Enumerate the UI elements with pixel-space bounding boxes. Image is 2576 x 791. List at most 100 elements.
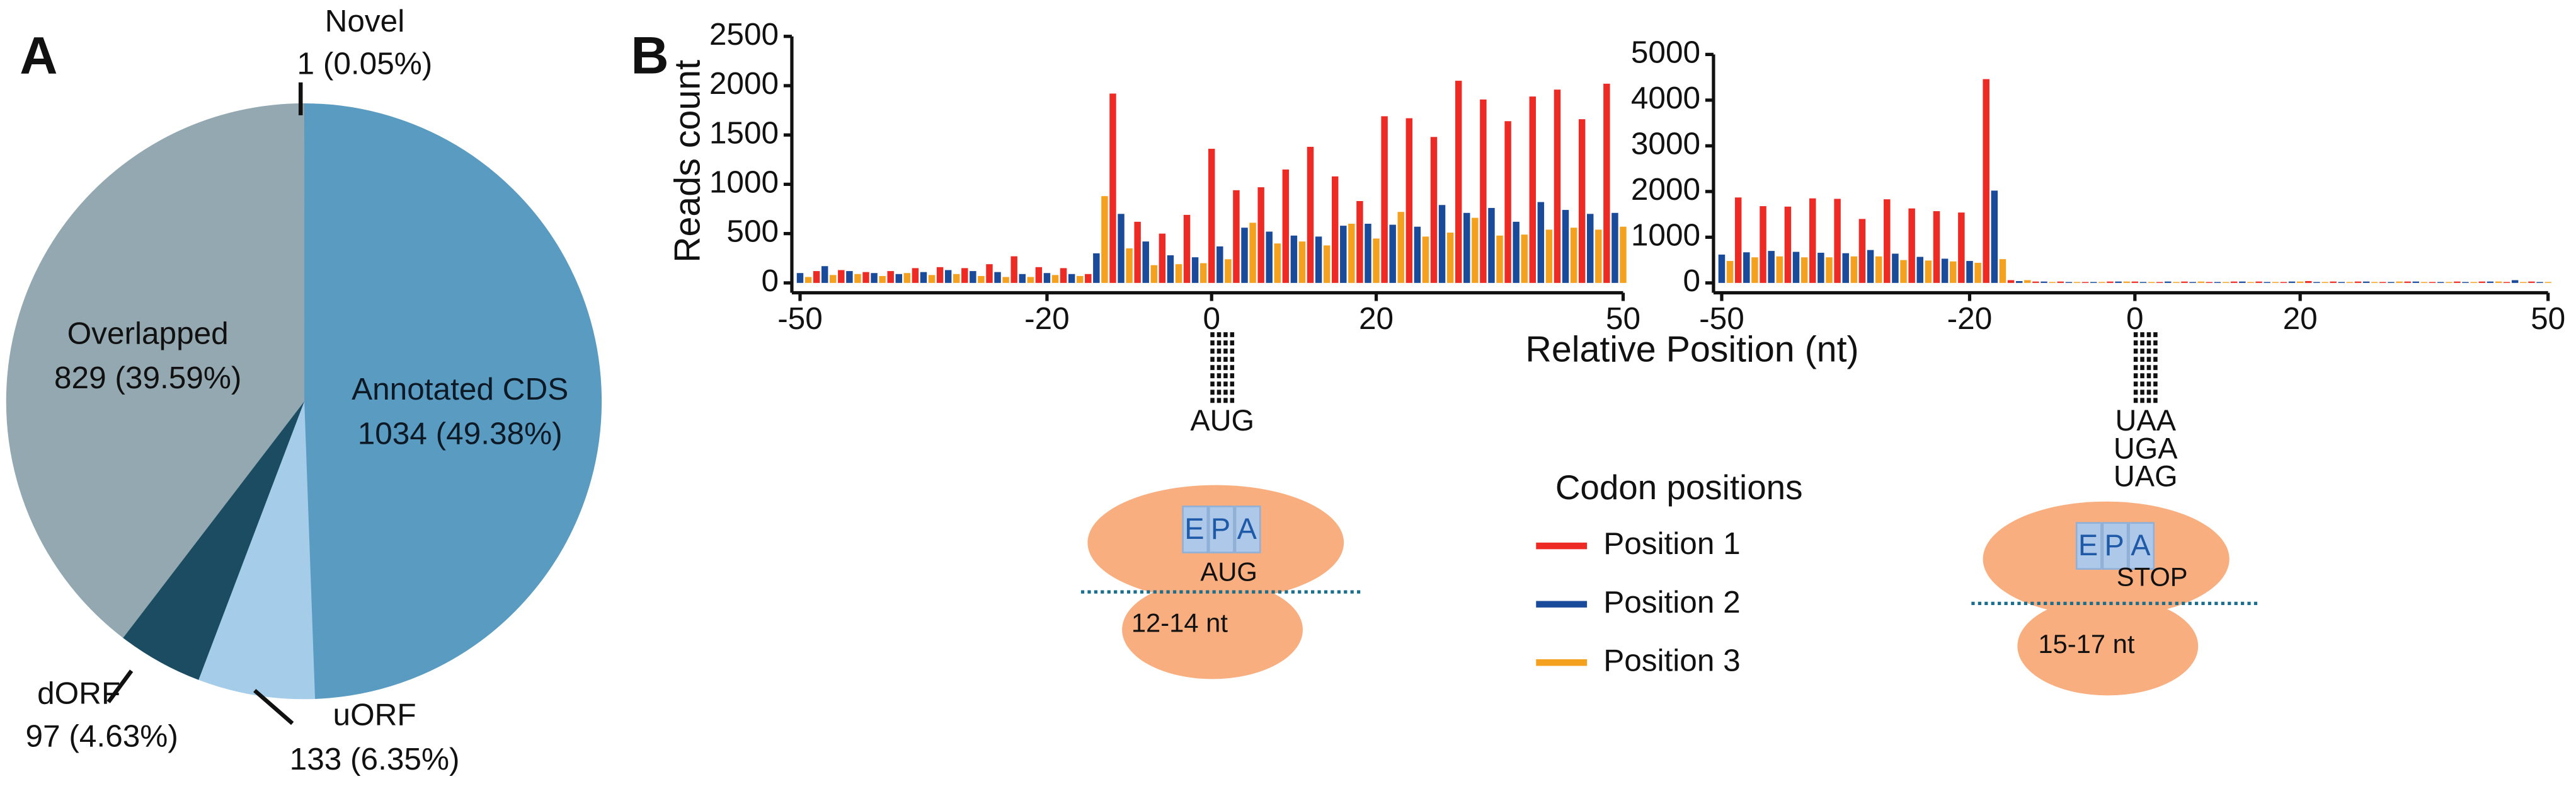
bar: [1867, 250, 1874, 283]
bar: [920, 272, 927, 283]
slice-value: 1 (0.05%): [297, 47, 433, 81]
x-tick-label: -20: [1024, 301, 1070, 336]
slice-label: Overlapped: [67, 316, 229, 350]
site-label: E: [2078, 529, 2098, 562]
bar: [961, 268, 968, 283]
bar: [986, 264, 993, 283]
site-label: E: [1184, 512, 1204, 545]
bar: [1002, 277, 1009, 283]
bar: [1858, 219, 1866, 283]
bar: [1603, 83, 1610, 283]
bar: [821, 266, 828, 283]
bar: [1397, 212, 1404, 283]
bar: [2007, 280, 2015, 283]
bar: [871, 273, 878, 283]
y-tick-label: 500: [726, 214, 779, 249]
bar: [2107, 281, 2114, 283]
slice-label: uORF: [333, 697, 416, 732]
bar: [1159, 233, 1166, 283]
bar: [1068, 274, 1075, 283]
bar: [1611, 212, 1618, 283]
bar: [1751, 257, 1758, 283]
bar: [2032, 281, 2039, 283]
bar: [2165, 281, 2172, 283]
bar: [1974, 262, 1981, 283]
bar: [1521, 234, 1528, 283]
slice-label: dORF: [37, 676, 120, 711]
bar: [1043, 273, 1051, 283]
codon-label: UAG: [2114, 460, 2178, 493]
bar: [1225, 259, 1232, 283]
bar: [1966, 261, 1973, 283]
bar: [1356, 200, 1363, 283]
bar: [2305, 280, 2312, 283]
bar: [912, 268, 919, 283]
codon-label: UGA: [2114, 432, 2178, 465]
bar: [1958, 212, 1965, 283]
bar: [2230, 281, 2238, 283]
bar: [1480, 99, 1487, 283]
bar: [1183, 214, 1191, 283]
bar: [2197, 281, 2204, 283]
bar: [1949, 261, 1957, 283]
bar: [1241, 228, 1248, 283]
slice-label: Novel: [325, 4, 405, 38]
y-tick-label: 0: [762, 263, 779, 298]
bar: [1199, 263, 1207, 283]
bar: [1496, 235, 1503, 283]
bar: [1933, 211, 1940, 283]
bar: [1620, 226, 1627, 283]
bar: [1842, 253, 1849, 283]
bar: [2181, 281, 2188, 283]
bar: [895, 274, 902, 283]
legend-label: Position 3: [1603, 643, 1741, 678]
bar: [1513, 221, 1520, 283]
bar: [1892, 253, 1899, 283]
bar: [953, 274, 960, 283]
length-label: 15-17 nt: [2038, 629, 2134, 659]
bar: [944, 270, 952, 283]
bar: [2495, 281, 2502, 283]
y-tick-label: 2000: [709, 66, 779, 101]
bar: [1941, 258, 1949, 283]
bar: [1060, 268, 1067, 283]
bar: [1340, 226, 1347, 283]
bar: [1446, 233, 1454, 283]
bar: [1323, 245, 1331, 283]
leader-line: [253, 689, 294, 725]
bar: [2454, 281, 2461, 283]
x-tick-label: 20: [2283, 301, 2318, 336]
bar: [1373, 238, 1380, 283]
bar: [1900, 260, 1907, 283]
bar: [1331, 176, 1339, 283]
bar: [1150, 265, 1158, 283]
bar: [887, 271, 894, 283]
y-tick-label: 3000: [1631, 126, 1700, 161]
x-axis-label: Relative Position (nt): [1525, 330, 1858, 370]
bar: [1348, 223, 1355, 283]
codon-label: AUG: [1190, 404, 1254, 437]
bar: [1455, 81, 1462, 283]
legend-title: Codon positions: [1555, 468, 1803, 507]
bar: [1726, 261, 1734, 283]
stop-marker: [2133, 332, 2158, 405]
pie-slice: [197, 401, 316, 700]
bar: [1983, 79, 1989, 283]
x-tick-label: -50: [1699, 301, 1744, 336]
ribosome: E P A AUG 12-14 nt: [1080, 485, 1364, 679]
bar: [1554, 89, 1561, 283]
y-tick-label: 4000: [1631, 81, 1700, 115]
bar: [2487, 281, 2494, 283]
site-label: P: [1211, 512, 1230, 545]
bar: [1488, 207, 1495, 283]
bar: [1405, 118, 1413, 283]
y-tick-label: 2000: [1631, 172, 1700, 207]
bar: [1307, 146, 1314, 283]
bar: [2404, 281, 2411, 283]
bar: [1430, 137, 1438, 283]
bar: [1595, 229, 1602, 283]
x-tick-label: 20: [1359, 301, 1394, 336]
bar: [1010, 256, 1017, 283]
bar: [1570, 228, 1577, 283]
